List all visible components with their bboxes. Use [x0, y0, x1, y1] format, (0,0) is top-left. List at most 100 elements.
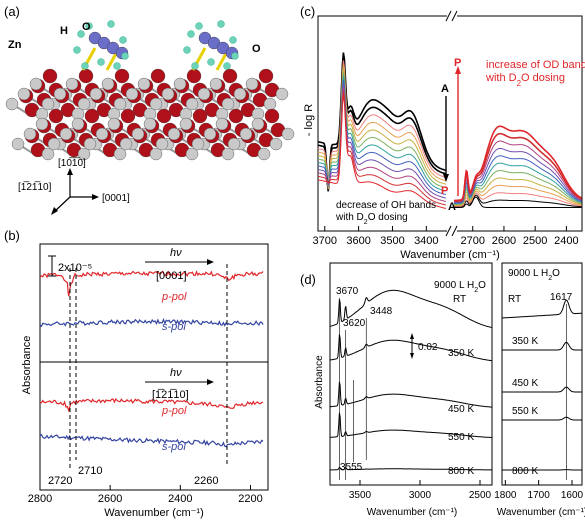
o-atom — [120, 108, 136, 124]
panel-d-xlabel-right: Wavenumber (cm⁻¹) — [497, 507, 585, 518]
h-atom — [77, 30, 85, 38]
o-label-right: O — [252, 43, 261, 55]
zn-atom — [239, 127, 253, 141]
zn-atom — [17, 87, 31, 101]
o-atom — [42, 68, 58, 84]
zn-atom — [197, 87, 211, 101]
zn-atom — [59, 127, 73, 141]
zn-atom — [179, 117, 193, 131]
zn-atom — [185, 97, 199, 111]
o-atom — [156, 108, 172, 124]
d-r-label-550: 550 K — [512, 406, 538, 417]
d-dose-left: 9000 L H2O — [434, 280, 486, 294]
panel-a: (a) Zn H O O [10̅1̅0] [1̅21̅10] [0001] — [4, 4, 295, 215]
panel-d-xlabel-left: Wavenumber (cm⁻¹) — [367, 507, 457, 518]
c-od-series — [454, 155, 582, 204]
h-atom — [119, 36, 127, 44]
zn-atom — [107, 117, 121, 131]
h-atom — [113, 62, 121, 70]
zn-label: Zn — [8, 39, 22, 51]
d-peak-3670: 3670 — [336, 286, 359, 297]
d-peak-3555: 3555 — [340, 462, 363, 473]
d-rt-right: RT — [508, 294, 521, 305]
c-oh-series — [317, 95, 447, 209]
d-r-label-350: 350 K — [512, 336, 538, 347]
h-atom — [183, 46, 191, 54]
zn-atom — [269, 137, 283, 151]
c-right-A: A — [448, 201, 456, 213]
zn-atom — [245, 77, 259, 91]
c-od-line1: increase of OD bands — [486, 59, 585, 71]
zn-atom — [113, 97, 127, 111]
zn-atom — [113, 147, 127, 161]
zn-atom — [119, 137, 133, 151]
d-label-450: 450 K — [448, 404, 474, 415]
zn-atom — [89, 87, 103, 101]
zn-atom — [5, 97, 19, 111]
zn-atom — [71, 117, 85, 131]
c-oh-series — [317, 83, 447, 199]
zn-atom — [173, 77, 187, 91]
zn-atom — [275, 87, 289, 101]
d-peak-3448: 3448 — [370, 306, 393, 317]
panel-d-plot — [329, 289, 582, 480]
c-xtick-label: 3600 — [346, 235, 370, 247]
zn-atom — [167, 127, 181, 141]
b-top-light: hν — [170, 247, 182, 259]
b-series-s-pol — [39, 433, 264, 448]
panel-b-label: (b) — [4, 228, 20, 243]
d-series-left — [329, 334, 492, 362]
zn-atom — [47, 137, 61, 151]
zn-atom — [203, 127, 217, 141]
panel-d-ylabel: Absorbance — [314, 355, 325, 409]
panel-a-label: (a) — [4, 4, 20, 19]
o-atom — [264, 108, 280, 124]
h-atom — [191, 62, 199, 70]
d-r-label-450: 450 K — [512, 378, 538, 389]
d-series-right — [502, 341, 582, 351]
b-bottom-spol-label: s-pol — [162, 441, 186, 453]
panel-b: (b) Absorbance Wavenumber (cm⁻¹) 2800 260… — [4, 228, 269, 519]
b-top-ppol-label: p-pol — [161, 291, 187, 303]
panel-d: (d) Absorbance Wavenumber (cm⁻¹) Wavenum… — [300, 262, 585, 518]
o-label-top: O — [82, 21, 91, 33]
panel-d-left-frame — [329, 262, 493, 486]
zn-atom — [77, 97, 91, 111]
zn-atom — [23, 127, 37, 141]
panel-c-xlabel: Wavenumber (cm⁻¹) — [400, 249, 500, 261]
zn-atom — [161, 87, 175, 101]
h-atom — [223, 62, 231, 70]
c-od-series — [454, 162, 582, 205]
h-atom — [207, 58, 215, 66]
panel-b-scale-label: 2x10⁻⁵ — [58, 262, 92, 274]
o-atom — [150, 68, 166, 84]
d-dose-right: 9000 L H2O — [508, 268, 560, 282]
b-series-p-pol — [39, 397, 264, 413]
d-scale-label: 0.02 — [418, 342, 438, 353]
d-xtick-label: 3000 — [409, 490, 432, 501]
o-atom — [48, 108, 64, 124]
panel-b-xlabel: Wavenumber (cm⁻¹) — [104, 507, 204, 519]
zn-atom — [95, 127, 109, 141]
zn-atom — [83, 137, 97, 151]
zn-atom — [215, 117, 229, 131]
d-series-right — [502, 416, 582, 421]
d-xtick-label: 2500 — [469, 490, 492, 501]
zn-atom — [131, 127, 145, 141]
panel-c-ylabel: - log R — [303, 104, 315, 136]
c-od-series — [454, 194, 582, 208]
c-od-series — [454, 170, 582, 205]
c-od-series — [454, 177, 582, 206]
zn-atom — [125, 87, 139, 101]
zn-atom — [185, 147, 199, 161]
c-od-line2: with D2O dosing — [485, 72, 565, 88]
c-od-series — [453, 147, 582, 203]
panel-b-frame — [39, 243, 269, 491]
zn-atom — [65, 77, 79, 91]
h-atom — [73, 46, 81, 54]
b-annot-2260: 2260 — [194, 475, 218, 487]
zn-atom — [233, 87, 247, 101]
zn-atom — [209, 77, 223, 91]
b-xtick-label: 2400 — [168, 493, 192, 505]
